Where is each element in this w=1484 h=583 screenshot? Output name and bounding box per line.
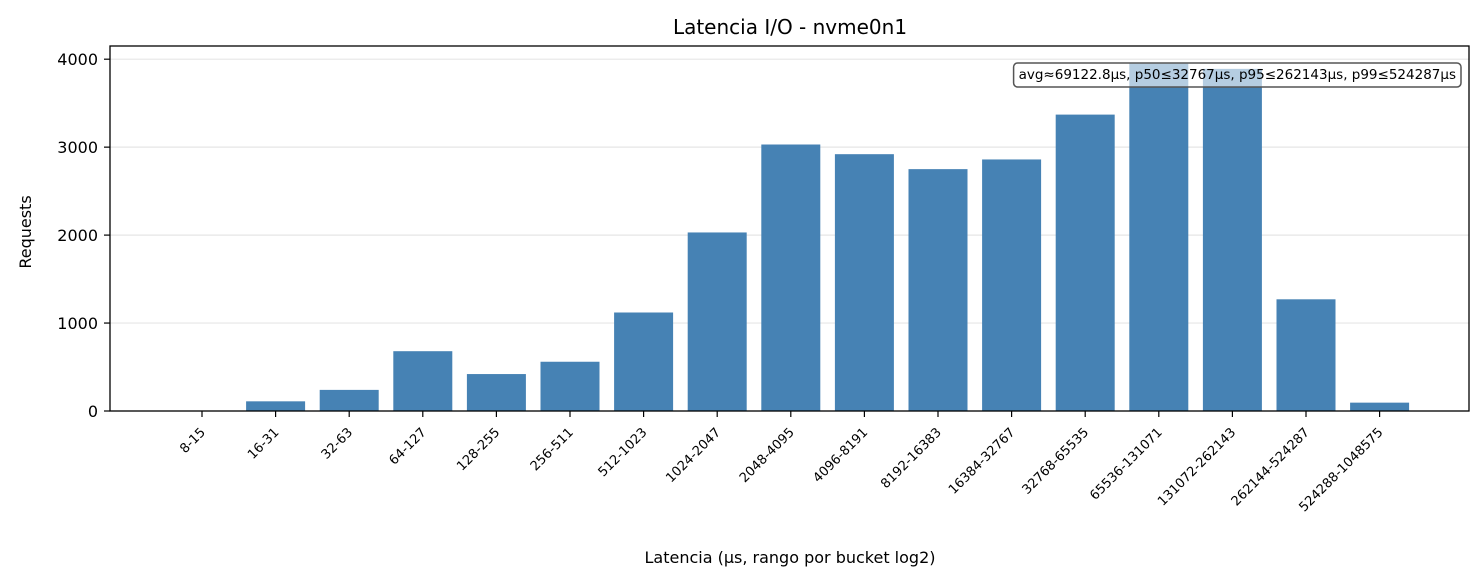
bar <box>614 312 674 411</box>
bar <box>687 232 747 411</box>
x-tick-label: 131072-262143 <box>1155 425 1239 509</box>
bar <box>466 374 526 411</box>
bar <box>1350 402 1410 411</box>
x-tick-label: 262144-524287 <box>1229 425 1313 509</box>
y-axis: 0 1000 2000 3000 4000 <box>57 50 110 421</box>
y-tick-label: 3000 <box>57 138 98 157</box>
x-tick-label: 8-15 <box>177 425 208 456</box>
bar <box>834 154 894 411</box>
x-axis-label: Latencia (µs, rango por bucket log2) <box>644 548 935 567</box>
x-tick-label: 128-255 <box>454 425 503 474</box>
x-tick-label: 256-511 <box>528 425 577 474</box>
y-tick-label: 0 <box>88 402 98 421</box>
bar <box>393 351 453 411</box>
bar <box>908 169 968 411</box>
chart-title: Latencia I/O - nvme0n1 <box>673 15 907 39</box>
x-tick-label: 8192-16383 <box>878 425 945 492</box>
plot-frame <box>109 45 1470 412</box>
x-tick-label: 32768-65535 <box>1020 425 1092 497</box>
bar <box>1055 114 1115 411</box>
x-tick-label: 16384-32767 <box>946 425 1018 497</box>
y-tick-label: 2000 <box>57 226 98 245</box>
bars <box>172 63 1410 412</box>
bar <box>1202 68 1262 412</box>
x-tick-label: 64-127 <box>386 425 429 468</box>
bar <box>319 389 379 411</box>
bar <box>1276 299 1336 411</box>
y-tick-label: 4000 <box>57 50 98 69</box>
x-tick-label: 2048-4095 <box>737 425 798 486</box>
x-axis: 8-15 16-31 32-63 64-127 128-255 256-511 512-10… <box>177 411 1386 515</box>
stats-annotation: avg≈69122.8µs, p50≤32767µs, p95≤262143µs… <box>1012 62 1462 88</box>
x-tick-label: 512-1023 <box>596 425 651 480</box>
bar <box>761 144 821 411</box>
x-tick-label: 32-63 <box>319 425 356 462</box>
bar <box>982 159 1042 411</box>
bar <box>246 401 306 411</box>
x-tick-label: 1024-2047 <box>663 425 724 486</box>
bar <box>540 361 600 411</box>
y-tick-label: 1000 <box>57 314 98 333</box>
bar <box>1129 63 1189 411</box>
x-tick-label: 65536-131071 <box>1087 425 1165 503</box>
y-axis-label: Requests <box>16 195 35 268</box>
stats-annotation-box <box>1012 62 1462 88</box>
stats-annotation-text: avg≈69122.8µs, p50≤32767µs, p95≤262143µs… <box>1019 67 1456 83</box>
x-tick-label: 524288-1048575 <box>1296 425 1386 515</box>
x-tick-label: 16-31 <box>245 425 282 462</box>
x-tick-label: 4096-8191 <box>811 425 872 486</box>
